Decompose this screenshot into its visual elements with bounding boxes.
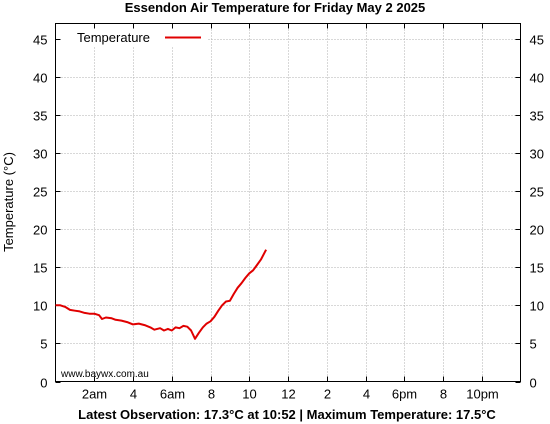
y-tick-label-left: 30: [33, 147, 47, 162]
y-tick-label-right: 5: [530, 337, 537, 352]
legend: Temperature: [61, 28, 209, 47]
legend-label: Temperature: [77, 30, 150, 45]
y-tick-label-left: 0: [40, 376, 47, 391]
y-tick-label-right: 10: [530, 299, 544, 314]
x-tick-label: 6pm: [392, 387, 417, 402]
y-tick-label-right: 35: [530, 109, 544, 124]
x-tick-label: 4: [130, 387, 137, 402]
plot-frame: [55, 23, 521, 382]
series-line-0: [55, 249, 267, 340]
y-tick-label-right: 25: [530, 185, 544, 200]
x-tick-label: 8: [208, 387, 215, 402]
series-layer: [55, 249, 267, 340]
x-tick-label: 2: [324, 387, 331, 402]
y-tick-label-left: 45: [33, 33, 47, 48]
y-tick-label-left: 35: [33, 109, 47, 124]
x-tick-label: 4: [363, 387, 370, 402]
y-tick-label-right: 0: [530, 376, 537, 391]
x-axis-ticks: 2am 4 6am 8 10 12 2 4 6pm 8 10pm: [82, 23, 499, 402]
x-tick-label: 10pm: [466, 387, 499, 402]
chart-title: Essendon Air Temperature for Friday May …: [125, 0, 426, 15]
x-tick-label: 2am: [82, 387, 107, 402]
y-tick-label-left: 25: [33, 185, 47, 200]
x-tick-label: 8: [440, 387, 447, 402]
legend-box: [61, 28, 209, 47]
y-tick-label-right: 15: [530, 261, 544, 276]
footer-observation: Latest Observation: 17.3°C at 10:52 | Ma…: [78, 407, 496, 422]
y-tick-label-right: 40: [530, 71, 544, 86]
y-tick-label-left: 40: [33, 71, 47, 86]
x-tick-label: 10: [242, 387, 256, 402]
y-tick-label-right: 20: [530, 223, 544, 238]
y-tick-label-right: 45: [530, 33, 544, 48]
grid-layer: [55, 23, 521, 382]
y-axis-label: Temperature (°C): [1, 152, 16, 252]
y-tick-label-left: 5: [40, 337, 47, 352]
y-tick-label-left: 10: [33, 299, 47, 314]
x-tick-label: 6am: [160, 387, 185, 402]
y-tick-label-right: 30: [530, 147, 544, 162]
x-tick-label: 12: [281, 387, 295, 402]
watermark: www.baywx.com.au: [60, 369, 149, 380]
y-tick-label-left: 20: [33, 223, 47, 238]
y-tick-label-left: 15: [33, 261, 47, 276]
y-axis-ticks: 0 0 5 5 10 10 15 15 20 20 25 25 30 30 35 35 40 40 45 45: [33, 33, 544, 391]
